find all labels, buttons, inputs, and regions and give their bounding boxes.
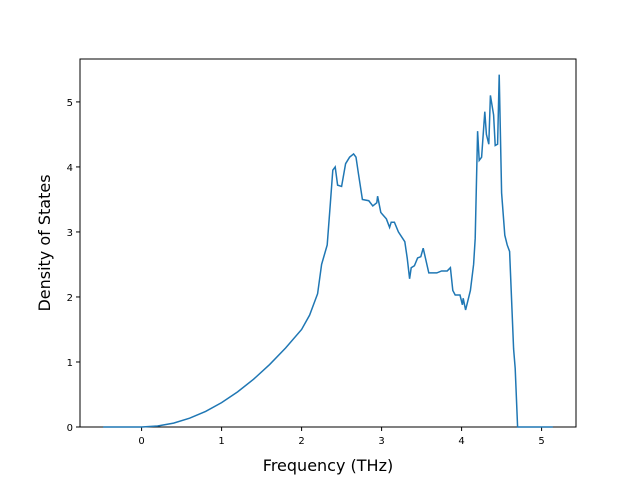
y-tick-label: 2: [67, 293, 73, 304]
x-tick-label: 3: [378, 436, 384, 447]
y-tick-label: 1: [67, 358, 73, 369]
y-tick-label: 5: [67, 98, 73, 109]
y-tick-label: 4: [67, 163, 73, 174]
x-axis-label: Frequency (THz): [263, 456, 393, 475]
x-tick-label: 4: [458, 436, 464, 447]
y-tick-label: 0: [67, 423, 73, 434]
x-tick-label: 1: [218, 436, 224, 447]
x-tick-label: 0: [138, 436, 144, 447]
y-axis-label: Density of States: [35, 174, 54, 311]
x-tick-label: 2: [298, 436, 304, 447]
dos-line: [103, 74, 553, 428]
x-tick-label: 5: [538, 436, 544, 447]
y-tick-label: 3: [67, 228, 73, 239]
